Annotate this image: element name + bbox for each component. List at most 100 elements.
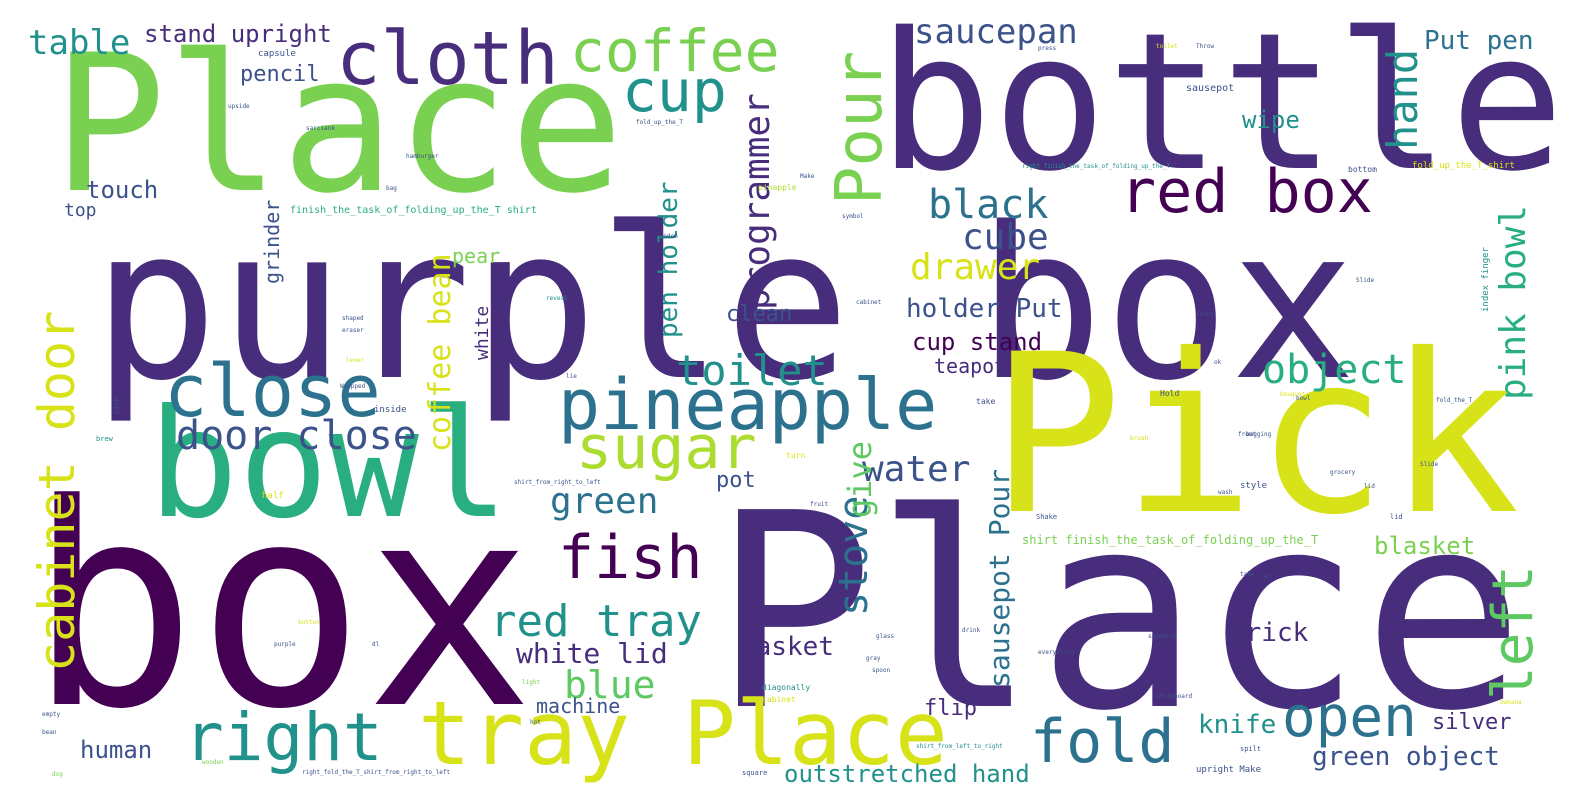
word-bean: bean — [42, 729, 57, 736]
word-shake: Shake — [1036, 513, 1058, 521]
word-blasket: blasket — [1374, 532, 1476, 560]
word-hot: hot — [530, 719, 541, 726]
word-stand-upright: stand upright — [144, 20, 332, 48]
word-saucepan: saucepan — [914, 12, 1078, 52]
word-bagging: bagging — [1246, 431, 1272, 438]
word-slide-2: Slide — [1420, 461, 1439, 468]
word-finish-task-folding: finish_the_task_of_folding_up_the_T shir… — [290, 205, 537, 216]
word-button: button — [298, 619, 320, 626]
word-wooden: wooden — [202, 759, 224, 766]
word-fish: fish — [558, 523, 703, 593]
word-throw: Throw — [1196, 43, 1215, 50]
word-diagonally: diagonally — [762, 683, 811, 692]
word-sarciank: sarciank — [306, 125, 335, 132]
word-open: open — [1282, 685, 1417, 750]
word-red-box: red box — [1120, 157, 1373, 227]
word-pot: pot — [716, 468, 756, 493]
word-press: press — [1038, 45, 1057, 52]
word-slide: Slide — [1356, 277, 1375, 284]
word-right-fold-t-shirt: right_fold_the_T_shirt_from_right_to_lef… — [302, 769, 451, 776]
word-toilet-small: toilet — [1156, 43, 1178, 50]
word-touch: touch — [86, 176, 159, 204]
word-green-object: green object — [1312, 742, 1500, 772]
word-close: close — [164, 349, 381, 433]
word-style: style — [1240, 481, 1268, 491]
word-lie: lie — [566, 373, 577, 380]
word-holder-put: holder Put — [906, 294, 1063, 324]
word-wipe: wipe — [1242, 106, 1300, 134]
word-reveal: reveal — [546, 295, 568, 302]
word-banana: banana — [1500, 699, 1522, 706]
word-fold-the-t: fold_the_T — [1436, 397, 1473, 404]
word-cup-stand: cup stand — [912, 328, 1043, 356]
word-pink-bowl: pink bowl — [1493, 204, 1534, 400]
word-place-top: Place — [52, 14, 624, 235]
word-bottle: bottle — [878, 0, 1565, 213]
word-silver: silver — [1432, 710, 1512, 735]
word-cabinet-small: cabinet — [762, 695, 796, 704]
word-pencil: pencil — [240, 62, 320, 87]
word-whiteboard: whiteboard — [1156, 693, 1193, 700]
word-ok: ok — [1214, 359, 1222, 366]
word-drawer: drawer — [910, 247, 1041, 288]
word-wash: wash — [1218, 489, 1233, 496]
word-hand: hand — [1378, 48, 1427, 150]
word-teapot: teapot — [934, 354, 1007, 378]
word-brew: brew — [96, 435, 113, 443]
word-gray: gray — [866, 655, 881, 662]
word-table: table — [28, 23, 131, 63]
word-everything: everything — [1038, 649, 1075, 656]
word-put-pen: Put pen — [1424, 26, 1534, 56]
word-take: take — [976, 397, 996, 406]
word-pineapple: pineapple — [558, 364, 938, 446]
word-spilt: spilt — [1240, 745, 1262, 753]
word-bowl: bowl — [148, 378, 510, 552]
word-shirt-right-to-left: shirt_from_right_to_left — [514, 479, 601, 486]
word-shiny: shiny — [1196, 311, 1215, 318]
word-front: front — [1238, 431, 1257, 438]
word-give: give — [841, 440, 879, 518]
word-clean: clean — [726, 302, 793, 327]
word-left: left — [1481, 565, 1546, 700]
word-glass: glass — [876, 633, 895, 640]
word-dog: dog — [52, 771, 63, 778]
word-green: green — [550, 481, 659, 522]
word-knife: knife — [1198, 710, 1277, 740]
word-lid-small: lid — [1390, 513, 1403, 521]
word-fold: fold — [1030, 707, 1175, 777]
word-flip: flip — [924, 696, 977, 721]
word-purple-box: purple box — [92, 182, 1357, 427]
word-coffee-bean: coffee bean — [423, 253, 458, 452]
word-inside: inside — [374, 405, 407, 415]
word-pour: Pour — [823, 50, 897, 205]
word-back: back — [113, 397, 121, 414]
word-drink: drink — [962, 627, 981, 634]
word-cup: cup — [622, 57, 727, 125]
word-object: object — [1262, 347, 1407, 393]
word-right: right — [184, 699, 383, 776]
word-take-2: take — [1240, 571, 1255, 578]
word-coffee: coffee — [570, 17, 780, 85]
word-programmer: programmer — [737, 93, 778, 310]
word-machine: machine — [536, 694, 621, 718]
word-black: black — [928, 182, 1049, 228]
word-white: white — [472, 305, 493, 360]
word-place-large: Place — [712, 455, 1525, 770]
word-can: can — [1260, 573, 1271, 580]
word-sandwich: sandwich — [1148, 633, 1177, 640]
word-random: random — [656, 233, 678, 240]
word-brick: brick — [1230, 618, 1309, 648]
word-sausepot-pour: sausepot Pour — [983, 468, 1016, 688]
word-square: square — [742, 769, 768, 777]
word-blue: blue — [564, 663, 656, 707]
word-door-close: door close — [176, 413, 417, 459]
word-spoon: spoon — [872, 667, 891, 674]
word-shirt-left-to-right: shirt_from_left_to_right — [916, 743, 1003, 750]
word-bowl-small: bowl — [1296, 395, 1311, 402]
word-top: top — [64, 200, 97, 221]
word-basket: basket — [740, 632, 834, 662]
word-empty: empty — [42, 711, 61, 718]
word-outstretched-hand: outstretched hand — [784, 760, 1030, 788]
word-make: Make — [800, 173, 815, 180]
